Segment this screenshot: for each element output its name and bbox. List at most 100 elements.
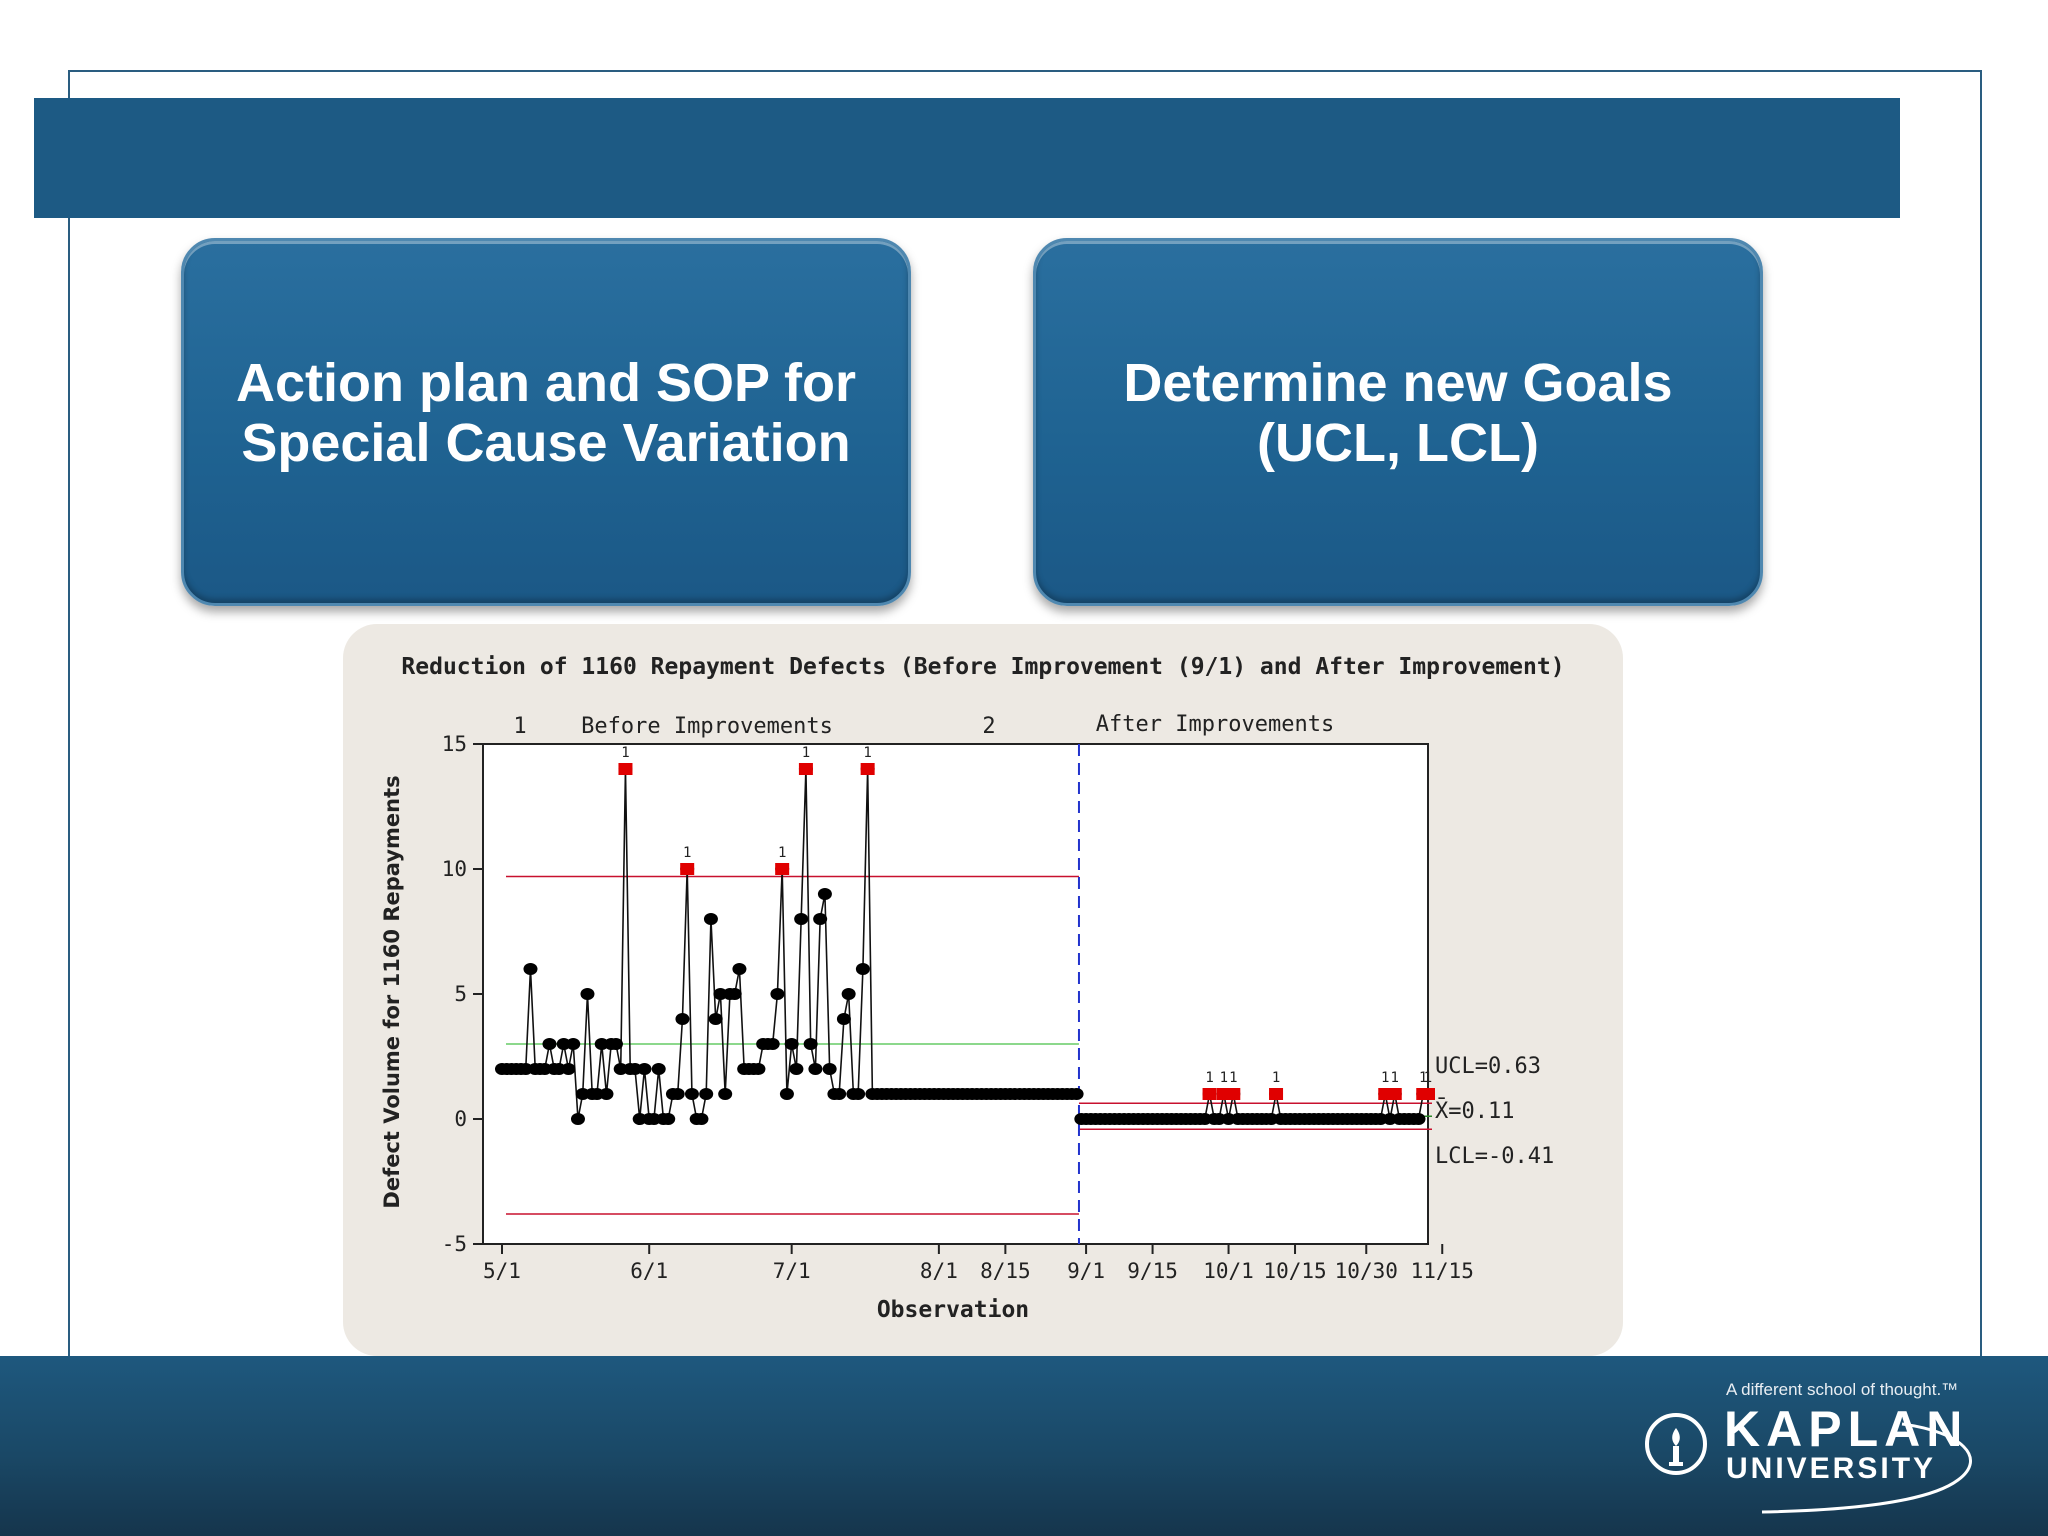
data-point	[851, 1088, 866, 1100]
flag-label: 1	[802, 745, 810, 761]
lcl-label: LCL=-0.41	[1435, 1144, 1554, 1169]
data-point	[699, 1088, 714, 1100]
flag-label: 1	[1229, 1070, 1237, 1086]
data-point	[770, 988, 785, 1000]
data-point	[675, 1013, 690, 1025]
data-point	[789, 1063, 804, 1075]
x-tick-label: 11/15	[1411, 1259, 1474, 1283]
flag-label: 1	[683, 845, 691, 861]
data-point	[637, 1063, 652, 1075]
data-point	[779, 1088, 794, 1100]
data-point	[566, 1038, 581, 1050]
control-chart-panel: Reduction of 1160 Repayment Defects (Bef…	[343, 624, 1623, 1356]
data-point	[855, 963, 870, 975]
mean-label: X̄=0.11	[1435, 1098, 1514, 1124]
phase2-label: After Improvements	[1096, 712, 1334, 737]
data-point	[570, 1113, 585, 1125]
flag-label: 1	[1381, 1070, 1389, 1086]
flagged-point	[798, 763, 813, 775]
data-point	[1069, 1088, 1084, 1100]
data-point	[608, 1038, 623, 1050]
flag-label: 1	[1272, 1070, 1280, 1086]
phase2-number: 2	[982, 714, 995, 739]
data-point	[661, 1113, 676, 1125]
control-chart: Reduction of 1160 Repayment Defects (Bef…	[380, 654, 1565, 1323]
flagged-point	[1202, 1088, 1217, 1100]
data-point	[822, 1063, 837, 1075]
flagged-point	[1226, 1088, 1241, 1100]
data-point	[732, 963, 747, 975]
data-point	[708, 1013, 723, 1025]
brand-subtitle: UNIVERSITY	[1726, 1452, 1937, 1485]
data-point	[727, 988, 742, 1000]
flagged-point	[1269, 1088, 1284, 1100]
flagged-point	[680, 863, 695, 875]
flag-label: 1	[778, 845, 786, 861]
y-tick-label: 10	[442, 857, 467, 881]
x-tick-label: 6/1	[630, 1259, 668, 1283]
flagged-point	[1387, 1088, 1402, 1100]
flag-label: 1	[1205, 1070, 1213, 1086]
data-point	[813, 913, 828, 925]
data-point	[794, 913, 809, 925]
phase1-number: 1	[513, 714, 526, 739]
data-point	[803, 1038, 818, 1050]
data-point	[651, 1063, 666, 1075]
y-axis-label: Defect Volume for 1160 Repayments	[380, 775, 404, 1208]
chart-title: Reduction of 1160 Repayment Defects (Bef…	[401, 654, 1564, 680]
x-tick-label: 8/1	[920, 1259, 958, 1283]
data-point	[784, 1038, 799, 1050]
y-tick-label: 5	[454, 982, 467, 1006]
x-tick-label: 10/30	[1335, 1259, 1398, 1283]
data-point	[817, 888, 832, 900]
title-band	[34, 98, 1900, 218]
plot-background	[482, 743, 1429, 1245]
flag-label: 1	[863, 745, 871, 761]
action-plan-text: Action plan and SOP for Special Cause Va…	[235, 353, 857, 473]
new-goals-box: Determine new Goals (UCL, LCL)	[1033, 238, 1763, 606]
flag-label: 1	[1424, 1070, 1432, 1086]
x-tick-label: 9/15	[1127, 1259, 1178, 1283]
flag-label: 1	[1419, 1070, 1427, 1086]
flagged-point	[775, 863, 790, 875]
data-point	[808, 1063, 823, 1075]
data-point	[751, 1063, 766, 1075]
data-point	[580, 988, 595, 1000]
action-plan-box: Action plan and SOP for Special Cause Va…	[181, 238, 911, 606]
y-tick-label: 15	[442, 732, 467, 756]
y-tick-label: 0	[454, 1107, 467, 1131]
torch-emblem-icon	[1645, 1413, 1707, 1475]
data-point	[561, 1063, 576, 1075]
data-point	[765, 1038, 780, 1050]
data-point	[703, 913, 718, 925]
x-tick-label: 7/1	[773, 1259, 811, 1283]
phase1-label: Before Improvements	[581, 714, 833, 739]
flagged-point	[618, 763, 633, 775]
new-goals-text: Determine new Goals (UCL, LCL)	[1123, 353, 1673, 473]
data-point	[1411, 1113, 1426, 1125]
x-tick-label: 5/1	[483, 1259, 521, 1283]
brand-name: KAPLAN	[1724, 1401, 1969, 1457]
flagged-point	[860, 763, 875, 775]
y-tick-label: -5	[442, 1232, 467, 1256]
data-point	[832, 1088, 847, 1100]
flag-label: 1	[621, 745, 629, 761]
flagged-point	[1421, 1088, 1435, 1100]
data-point	[694, 1113, 709, 1125]
tagline: A different school of thought.™	[1726, 1380, 1959, 1399]
x-tick-label: 10/15	[1263, 1259, 1326, 1283]
x-axis-label: Observation	[877, 1297, 1029, 1323]
data-point	[523, 963, 538, 975]
data-point	[836, 1013, 851, 1025]
x-tick-label: 9/1	[1067, 1259, 1105, 1283]
x-tick-label: 8/15	[980, 1259, 1031, 1283]
logo-swoosh	[1761, 1422, 1972, 1514]
flag-label: 1	[1220, 1070, 1228, 1086]
data-point	[599, 1088, 614, 1100]
plot-area: 15 10 5 0 -5 5/1 6/1 7/1 8/1 8/15 9/1 9/15 10/1 10/15…	[442, 732, 1474, 1283]
flag-label: 1	[1391, 1070, 1399, 1086]
data-point	[670, 1088, 685, 1100]
x-tick-label: 10/1	[1203, 1259, 1254, 1283]
data-point	[718, 1088, 733, 1100]
data-point	[841, 988, 856, 1000]
